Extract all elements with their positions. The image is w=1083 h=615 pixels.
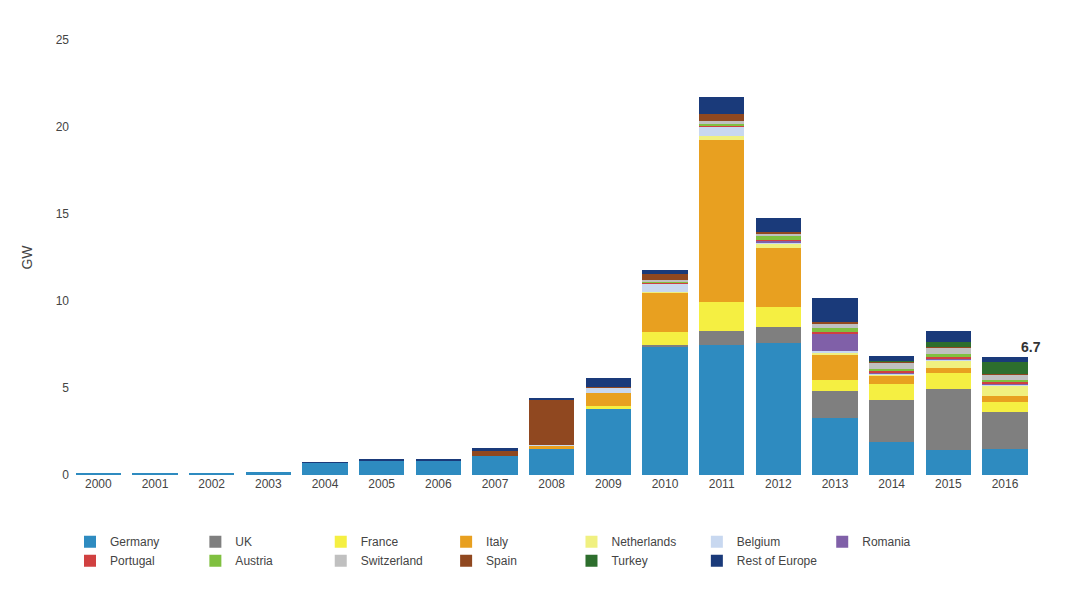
svg-text:Spain: Spain: [486, 554, 517, 568]
svg-text:2013: 2013: [822, 477, 849, 491]
svg-text:2010: 2010: [652, 477, 679, 491]
svg-text:Belgium: Belgium: [737, 535, 780, 549]
svg-text:2008: 2008: [538, 477, 565, 491]
svg-text:2000: 2000: [85, 477, 112, 491]
svg-text:Portugal: Portugal: [110, 554, 155, 568]
svg-text:2007: 2007: [482, 477, 509, 491]
svg-text:10: 10: [56, 294, 70, 308]
svg-text:2016: 2016: [992, 477, 1019, 491]
svg-text:6.7: 6.7: [1021, 339, 1041, 355]
svg-text:5: 5: [62, 381, 69, 395]
svg-text:UK: UK: [235, 535, 252, 549]
svg-text:2004: 2004: [312, 477, 339, 491]
svg-text:Turkey: Turkey: [611, 554, 647, 568]
svg-text:2003: 2003: [255, 477, 282, 491]
svg-text:2011: 2011: [709, 477, 735, 491]
svg-text:2015: 2015: [935, 477, 962, 491]
svg-text:France: France: [361, 535, 399, 549]
svg-text:0: 0: [62, 468, 69, 482]
svg-text:2001: 2001: [142, 477, 169, 491]
svg-text:25: 25: [56, 33, 70, 47]
svg-text:2014: 2014: [878, 477, 905, 491]
svg-text:20: 20: [56, 120, 70, 134]
svg-text:Romania: Romania: [862, 535, 910, 549]
svg-text:2002: 2002: [198, 477, 225, 491]
svg-text:Germany: Germany: [110, 535, 159, 549]
svg-text:2009: 2009: [595, 477, 622, 491]
svg-text:Austria: Austria: [235, 554, 273, 568]
svg-text:Rest of Europe: Rest of Europe: [737, 554, 817, 568]
svg-text:2006: 2006: [425, 477, 452, 491]
svg-text:Italy: Italy: [486, 535, 508, 549]
svg-text:Switzerland: Switzerland: [361, 554, 423, 568]
svg-text:Netherlands: Netherlands: [611, 535, 676, 549]
svg-text:15: 15: [56, 207, 70, 221]
svg-text:2012: 2012: [765, 477, 792, 491]
svg-text:GW: GW: [19, 245, 35, 270]
svg-text:2005: 2005: [368, 477, 395, 491]
